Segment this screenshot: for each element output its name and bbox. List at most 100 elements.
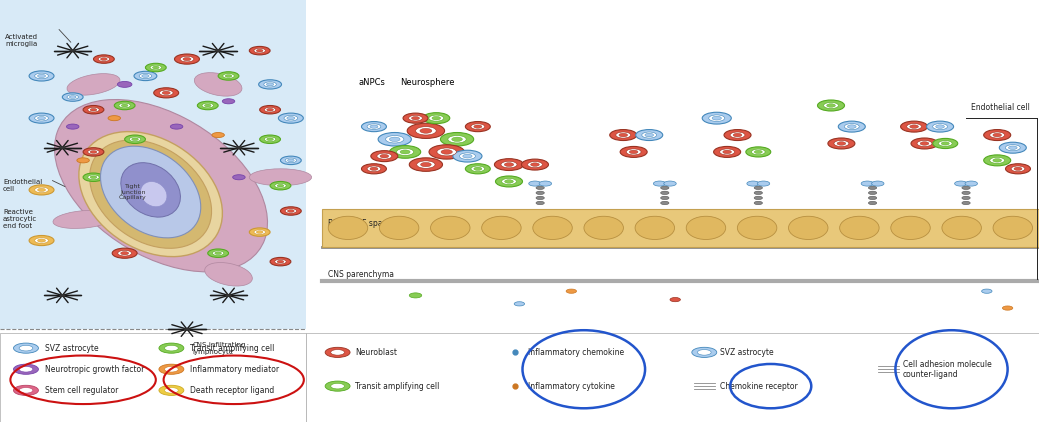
Circle shape [150, 65, 162, 70]
Circle shape [660, 191, 669, 195]
Circle shape [118, 250, 132, 256]
Circle shape [747, 181, 760, 186]
Circle shape [119, 103, 131, 108]
Circle shape [642, 132, 656, 138]
Ellipse shape [90, 140, 211, 248]
Circle shape [180, 56, 193, 62]
Circle shape [838, 121, 865, 132]
Circle shape [754, 196, 763, 200]
Text: aNPCs: aNPCs [358, 78, 386, 87]
Ellipse shape [738, 216, 776, 240]
Circle shape [961, 191, 970, 195]
Circle shape [90, 108, 97, 111]
Circle shape [1005, 145, 1020, 151]
Circle shape [331, 383, 345, 389]
Circle shape [264, 107, 276, 112]
Circle shape [275, 183, 286, 188]
Circle shape [495, 176, 522, 187]
Circle shape [284, 115, 298, 121]
Circle shape [448, 135, 466, 143]
Circle shape [14, 364, 39, 374]
Circle shape [990, 157, 1004, 163]
Circle shape [84, 173, 103, 181]
Circle shape [362, 164, 387, 174]
Circle shape [154, 88, 179, 98]
Circle shape [670, 298, 680, 302]
Ellipse shape [140, 181, 167, 207]
Circle shape [84, 106, 103, 114]
Circle shape [277, 184, 284, 187]
Circle shape [70, 49, 75, 52]
Circle shape [868, 186, 877, 189]
Circle shape [164, 366, 179, 372]
Circle shape [34, 115, 48, 121]
Circle shape [847, 125, 856, 128]
Circle shape [120, 252, 129, 255]
Text: Transit amplifying cell: Transit amplifying cell [190, 344, 275, 353]
Circle shape [396, 149, 414, 155]
Circle shape [198, 101, 218, 110]
Circle shape [494, 159, 524, 170]
Circle shape [254, 48, 265, 53]
Text: Death receptor ligand: Death receptor ligand [190, 386, 275, 395]
Circle shape [256, 231, 263, 233]
Circle shape [465, 122, 490, 132]
Circle shape [29, 71, 54, 81]
Circle shape [428, 115, 444, 121]
Text: SVZ astrocyte: SVZ astrocyte [720, 348, 773, 357]
Circle shape [910, 125, 919, 128]
Ellipse shape [993, 216, 1032, 240]
Ellipse shape [194, 73, 242, 96]
Circle shape [692, 347, 717, 357]
Circle shape [121, 104, 127, 107]
Circle shape [162, 91, 170, 95]
Circle shape [437, 148, 457, 156]
Circle shape [60, 146, 65, 149]
Circle shape [660, 196, 669, 200]
Circle shape [933, 138, 958, 149]
Ellipse shape [67, 74, 120, 95]
Ellipse shape [379, 216, 419, 240]
Circle shape [84, 148, 103, 156]
Circle shape [983, 130, 1011, 141]
Circle shape [14, 343, 39, 353]
Circle shape [872, 181, 884, 186]
Circle shape [410, 293, 422, 298]
Circle shape [67, 124, 79, 129]
Circle shape [226, 294, 231, 297]
Circle shape [14, 385, 39, 395]
Circle shape [983, 155, 1011, 166]
Circle shape [250, 228, 270, 236]
Circle shape [287, 210, 295, 212]
Circle shape [250, 46, 270, 55]
Circle shape [990, 132, 1004, 138]
Circle shape [400, 150, 410, 154]
Text: Endothelial cell: Endothelial cell [971, 103, 1030, 112]
Circle shape [918, 141, 932, 146]
Circle shape [212, 133, 225, 138]
Circle shape [754, 201, 763, 205]
Circle shape [371, 151, 398, 162]
Circle shape [531, 163, 539, 166]
Circle shape [38, 239, 46, 242]
Circle shape [416, 127, 436, 135]
Circle shape [412, 116, 419, 120]
Circle shape [132, 138, 138, 141]
Text: Stem cell regulator: Stem cell regulator [45, 386, 118, 395]
Circle shape [660, 186, 669, 189]
Ellipse shape [328, 216, 368, 240]
Circle shape [236, 146, 241, 149]
Circle shape [993, 133, 1001, 137]
Circle shape [502, 179, 516, 184]
Circle shape [205, 104, 211, 107]
Circle shape [616, 132, 631, 138]
Circle shape [159, 385, 184, 395]
Circle shape [93, 55, 114, 63]
Circle shape [390, 137, 400, 141]
Ellipse shape [53, 211, 113, 228]
Circle shape [921, 142, 929, 145]
Circle shape [536, 196, 544, 200]
Circle shape [993, 159, 1001, 162]
Circle shape [34, 73, 48, 79]
Circle shape [961, 201, 970, 205]
